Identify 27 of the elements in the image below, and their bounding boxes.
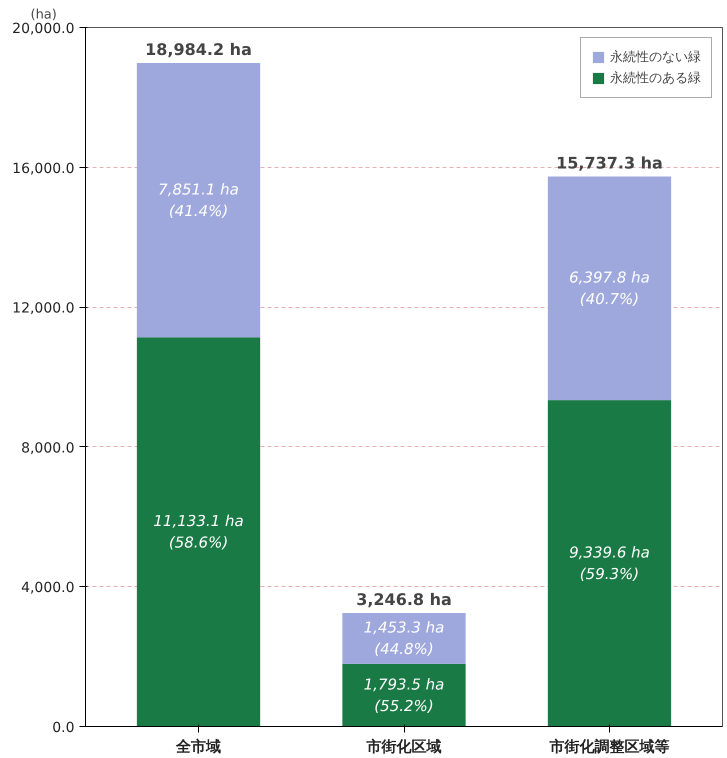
y-axis-title: (ha) [30,8,57,22]
data-label: 1,793.5 ha (55.2%) [364,675,444,715]
bar [342,613,466,664]
total-label: 15,737.3 ha [556,153,663,172]
x-tick-label: 市街化区域 [366,738,442,756]
total-label: 18,984.2 ha [145,40,252,59]
data-label: 11,133.1 ha (58.6%) [153,512,244,552]
data-label: 6,397.8 ha (40.7%) [569,268,650,308]
legend-label: 永続性のない緑 [610,49,701,66]
bar [548,400,672,726]
bar [136,63,260,338]
y-tick-label: 8,000.0 [21,440,74,456]
x-tick-label: 市街化調整区域等 [548,738,670,756]
bar [136,337,260,726]
data-label: 1,453.3 ha (44.8%) [364,618,444,658]
data-label: 9,339.6 ha (59.3%) [569,543,650,584]
y-tick-label: 16,000.0 [12,160,74,177]
total-label: 3,246.8 ha [356,590,452,610]
data-label: 7,851.1 ha (41.4%) [158,180,239,220]
y-tick-label: 0.0 [52,720,74,736]
y-tick-label: 4,000.0 [21,580,74,596]
bar [548,176,672,400]
y-tick-label: 12,000.0 [12,300,74,317]
legend-label: 永続性のある緑 [610,70,701,87]
x-tick-label: 全市域 [175,738,222,756]
y-tick-label: 20,000.0 [12,21,74,37]
bar [342,664,466,726]
